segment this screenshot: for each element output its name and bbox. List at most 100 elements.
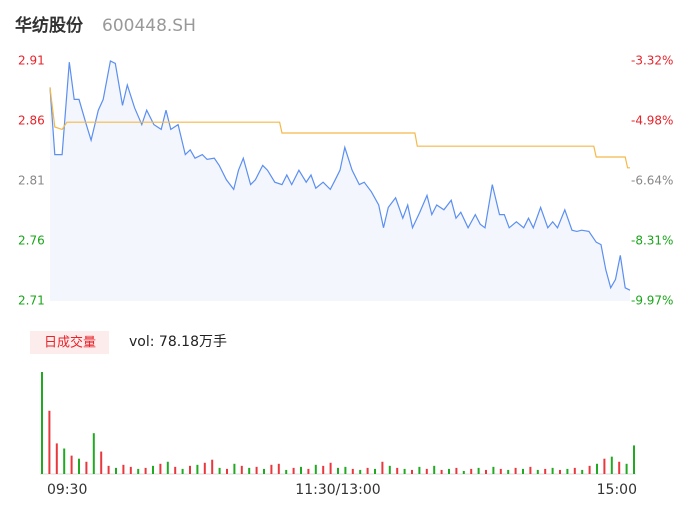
volume-bar (152, 465, 154, 474)
y-tick-label: 2.76 (18, 234, 45, 248)
volume-bar (277, 463, 280, 474)
volume-bar (425, 468, 428, 474)
y-tick-label: 2.86 (18, 114, 45, 128)
stock-name: 华纺股份 (15, 15, 84, 36)
volume-bar (329, 462, 332, 474)
volume-bar (566, 468, 569, 474)
volume-bar (411, 469, 413, 474)
y2-tick-label: -6.64% (631, 173, 673, 187)
volume-bar (359, 469, 362, 474)
volume-bar (603, 458, 606, 474)
volume-bar (559, 469, 561, 474)
volume-bar (159, 463, 162, 474)
volume-bar (507, 469, 510, 474)
volume-bar (292, 467, 295, 474)
y2-tick-label: -8.31% (631, 234, 673, 248)
volume-bar (536, 469, 539, 474)
volume-bar (610, 456, 613, 474)
volume-bar (233, 463, 236, 474)
volume-bar (529, 466, 532, 474)
y2-tick-label: -4.98% (631, 113, 673, 127)
volume-bar (307, 468, 310, 474)
volume-bar (270, 464, 273, 474)
volume-bar (448, 468, 450, 474)
y2-tick-label: -3.32% (631, 54, 673, 68)
volume-bar (181, 468, 184, 474)
volume-bar (144, 467, 147, 474)
volume-bar (314, 464, 317, 474)
volume-bar (78, 458, 80, 474)
volume-total: vol: 78.18万手 (129, 334, 227, 350)
volume-bar (70, 455, 73, 474)
volume-bar (633, 445, 635, 474)
x-tick-label: 09:30 (47, 482, 87, 498)
volume-bar (381, 461, 384, 474)
volume-bar (129, 466, 132, 474)
volume-bar (322, 465, 325, 474)
y-tick-label: 2.91 (18, 54, 45, 68)
volume-bar (618, 461, 621, 474)
volume-bar (92, 433, 95, 474)
volume-bar (433, 465, 436, 474)
volume-bar (55, 443, 58, 474)
volume-bar (344, 466, 347, 474)
volume-label: 日成交量 (44, 335, 96, 351)
volume-bar (248, 467, 251, 474)
volume-bar (122, 464, 125, 474)
volume-bar (115, 467, 117, 474)
volume-bar (492, 466, 495, 474)
price-area (50, 61, 630, 301)
volume-bar (403, 468, 406, 474)
volume-bar (351, 468, 354, 474)
volume-bar (226, 468, 228, 474)
volume-bar (455, 467, 458, 474)
stock-code: 600448.SH (102, 16, 196, 36)
volume-bar (588, 465, 591, 474)
volume-bar (485, 469, 487, 474)
volume-bar (551, 467, 554, 474)
average-line (49, 87, 630, 169)
volume-bar (337, 467, 339, 474)
volume-bar (522, 468, 524, 474)
volume-bar (203, 462, 206, 474)
volume-bar (255, 466, 258, 474)
volume-bar (263, 468, 265, 474)
volume-bar (418, 466, 421, 474)
y-tick-label: 2.81 (18, 174, 45, 188)
volume-bar (196, 464, 199, 474)
volume-bar (573, 467, 576, 474)
label-box (30, 331, 109, 354)
volume-bar (100, 451, 103, 474)
volume-bar (41, 372, 43, 474)
volume-bar (48, 410, 51, 474)
volume-bar (107, 465, 110, 474)
volume-bar (625, 463, 628, 474)
volume-bar (388, 465, 391, 474)
volume-bar (285, 469, 288, 474)
x-tick-label: 11:30/13:00 (295, 482, 380, 498)
y2-tick-label: -9.97% (631, 294, 673, 308)
volume-bar (374, 468, 376, 474)
volume-bar (211, 459, 214, 474)
volume-bar (462, 470, 465, 474)
volume-bar (470, 468, 473, 474)
y-tick-label: 2.71 (18, 294, 45, 308)
volume-bar (189, 465, 191, 474)
volume-bar (166, 461, 169, 474)
price-line (49, 60, 631, 291)
volume-bar (440, 469, 443, 474)
volume-bar (174, 466, 177, 474)
volume-bar (544, 468, 547, 474)
volume-bar (218, 467, 221, 474)
volume-bar (240, 465, 243, 474)
volume-bar (366, 467, 369, 474)
volume-bar (137, 468, 140, 474)
volume-bar (477, 467, 480, 474)
volume-bar (581, 469, 584, 474)
volume-bar (514, 467, 517, 474)
volume-bar (300, 466, 302, 474)
volume-bar (85, 461, 88, 474)
volume-bar (596, 463, 598, 474)
